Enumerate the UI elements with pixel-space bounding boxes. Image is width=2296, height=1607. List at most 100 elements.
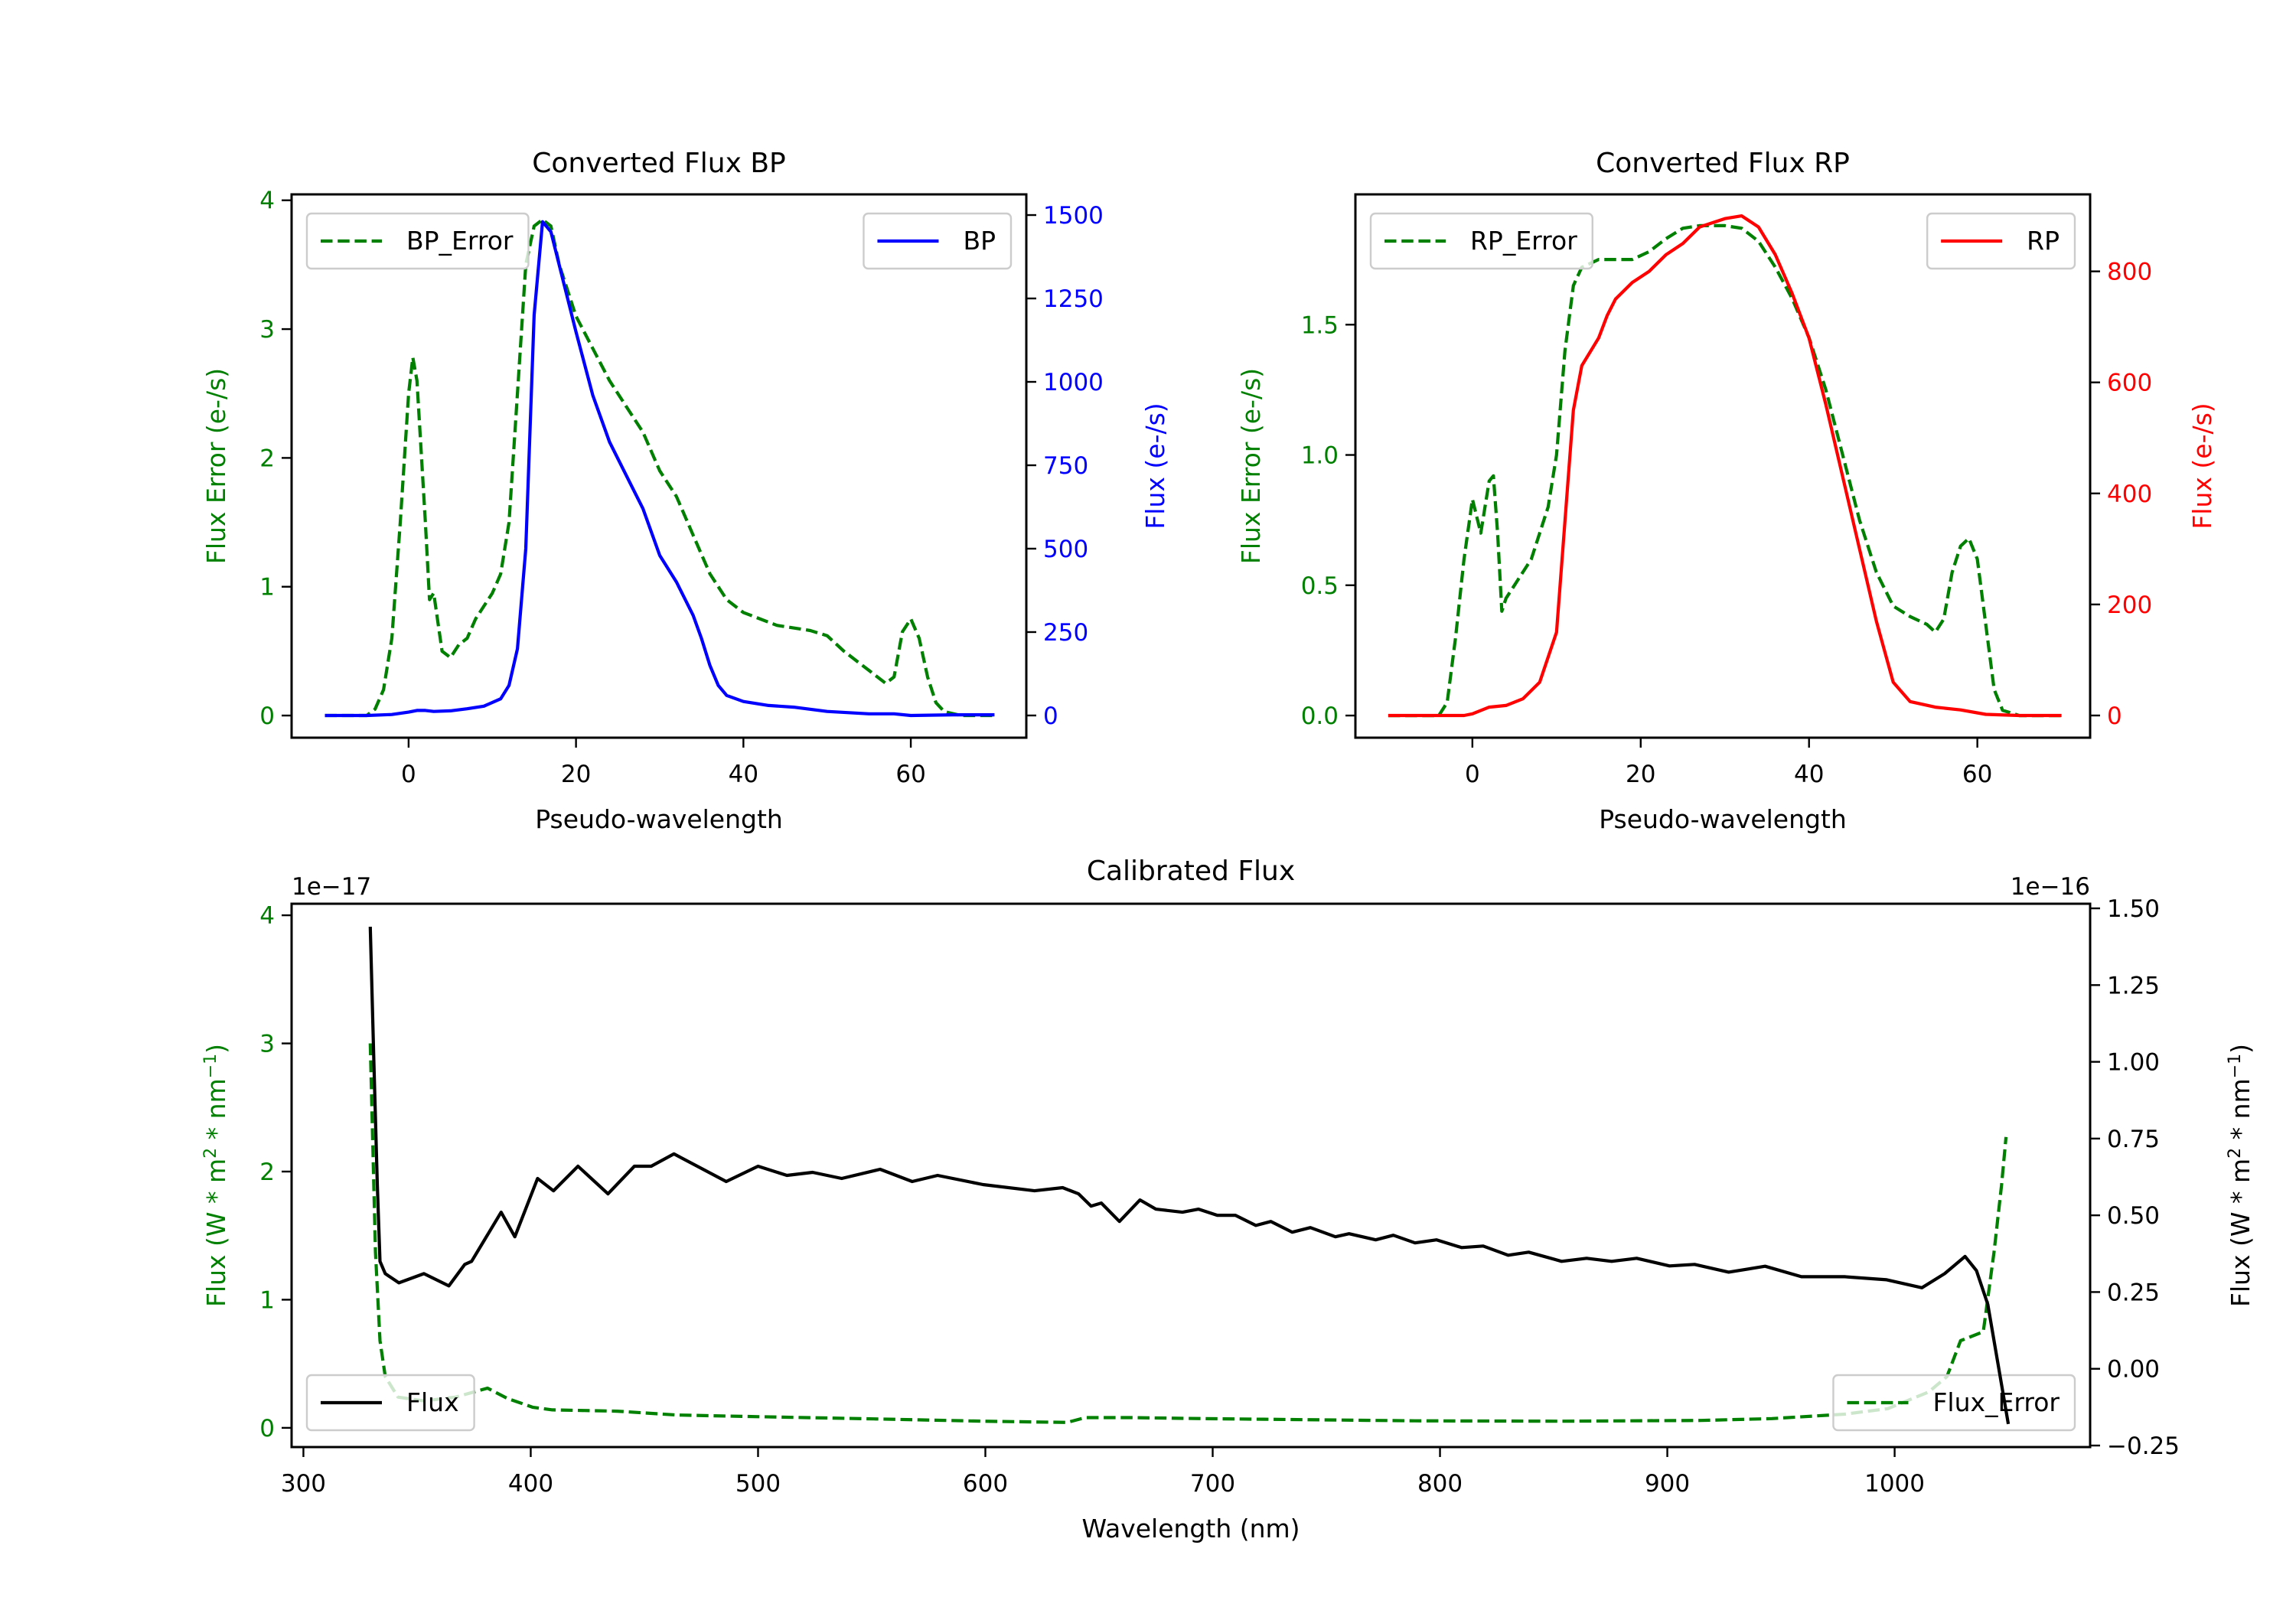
series-line-rp — [1388, 214, 2062, 718]
legend-label: RP — [2027, 226, 2060, 256]
label-part: ) — [201, 1044, 231, 1054]
superscript: 2 — [201, 1148, 220, 1159]
legend-label: Flux — [406, 1387, 459, 1417]
legend-box — [305, 1374, 475, 1432]
x-tick-label: 40 — [729, 761, 758, 788]
right-y-axis-label: Flux (e-/s) — [2187, 403, 2217, 529]
right-y-tick-label: 1.00 — [2107, 1049, 2160, 1077]
right-y-tick-label: 1000 — [1043, 369, 1104, 396]
right-y-tick-label: 1250 — [1043, 285, 1104, 313]
left-y-axis-label: Flux (W * m2 * nm−1) — [201, 1044, 231, 1307]
left-y-tick-label: 0.5 — [1301, 572, 1339, 600]
right-y-tick-label: 800 — [2107, 259, 2152, 286]
superscript: −1 — [2226, 1054, 2245, 1078]
superscript: 2 — [2226, 1148, 2245, 1159]
right-y-tick-label: 1.25 — [2107, 972, 2160, 999]
x-axis-label: Pseudo-wavelength — [1599, 804, 1847, 834]
right-offset-text: 1e−16 — [2011, 873, 2090, 901]
right-y-tick-label: 1500 — [1043, 202, 1104, 230]
label-part: * nm — [2226, 1078, 2255, 1148]
superscript: −1 — [201, 1054, 220, 1078]
left-y-tick-label: 0.0 — [1301, 702, 1339, 730]
legend-label: RP_Error — [1470, 226, 1577, 256]
x-tick-label: 40 — [1794, 761, 1824, 788]
x-tick-label: 400 — [508, 1470, 553, 1498]
left-y-tick-label: 1 — [259, 574, 275, 601]
label-part: Flux (W * m — [2226, 1159, 2255, 1307]
right-y-tick-label: 0.25 — [2107, 1279, 2160, 1306]
subplot-2: Converted Flux RP 0 20 40 60 Pseudo-wavelengt… — [1236, 148, 2217, 834]
x-tick-label: 800 — [1417, 1470, 1463, 1498]
legend-rp: RP — [1926, 212, 2076, 270]
chart-title: Converted Flux BP — [532, 148, 785, 179]
left-y-tick-label: 1.0 — [1301, 442, 1339, 470]
series-line-rp-error — [1388, 223, 2062, 718]
right-y-tick-label: 0.75 — [2107, 1126, 2160, 1153]
x-tick-label: 900 — [1645, 1470, 1690, 1498]
left-y-tick-label: 2 — [259, 445, 275, 472]
x-tick-label: 0 — [1465, 761, 1480, 788]
x-tick-label: 20 — [561, 761, 591, 788]
legend-flux: Flux — [305, 1374, 475, 1432]
left-y-tick-label: 0 — [259, 702, 275, 730]
left-y-tick-label: 4 — [259, 902, 275, 930]
label-part: * nm — [201, 1078, 231, 1148]
right-y-tick-label: 0.00 — [2107, 1356, 2160, 1384]
x-axis-label: Wavelength (nm) — [1081, 1514, 1300, 1543]
left-y-tick-label: 1 — [259, 1286, 275, 1314]
label-part: Flux (W * m — [201, 1159, 231, 1307]
x-tick-label: 1000 — [1864, 1470, 1925, 1498]
legend-rp-error: RP_Error — [1369, 212, 1593, 270]
x-tick-label: 20 — [1626, 761, 1655, 788]
series-line-bp — [325, 220, 995, 718]
x-tick-label: 300 — [281, 1470, 326, 1498]
legend-label: BP_Error — [406, 226, 514, 256]
legend-label: BP — [963, 226, 996, 256]
x-tick-label: 500 — [735, 1470, 781, 1498]
left-y-tick-label: 3 — [259, 316, 275, 344]
right-y-tick-label: 500 — [1043, 536, 1088, 563]
right-y-axis-label: Flux (e-/s) — [1140, 403, 1170, 529]
series-line-flux — [368, 927, 2011, 1425]
legend-box — [305, 212, 530, 270]
legend-box — [1832, 1374, 2076, 1432]
x-tick-label: 60 — [1962, 761, 1992, 788]
left-y-tick-label: 3 — [259, 1031, 275, 1058]
axes-frame — [1354, 193, 2092, 739]
legend-label: Flux_Error — [1932, 1387, 2060, 1417]
left-y-axis-label: Flux Error (e-/s) — [1236, 368, 1266, 564]
legend-bp-error: BP_Error — [305, 212, 530, 270]
chart-title: Calibrated Flux — [1087, 856, 1295, 887]
right-y-tick-label: −0.25 — [2107, 1433, 2180, 1460]
right-y-tick-label: 750 — [1043, 452, 1088, 480]
right-y-tick-label: 0.50 — [2107, 1202, 2160, 1230]
left-y-tick-label: 1.5 — [1301, 311, 1339, 339]
right-y-tick-label: 250 — [1043, 619, 1088, 647]
x-tick-label: 0 — [401, 761, 416, 788]
subplot-3: Calibrated Flux 300 400 500 600 700 800 900 1000… — [201, 856, 2255, 1543]
x-tick-label: 700 — [1190, 1470, 1235, 1498]
legend-bp: BP — [863, 212, 1013, 270]
axes-frame — [290, 902, 2092, 1449]
left-y-tick-label: 0 — [259, 1415, 275, 1442]
legend-box — [1369, 212, 1593, 270]
left-y-tick-label: 2 — [259, 1159, 275, 1186]
x-tick-label: 600 — [963, 1470, 1008, 1498]
right-y-tick-label: 400 — [2107, 481, 2152, 508]
legend-flux-error: Flux_Error — [1832, 1374, 2076, 1432]
right-y-tick-label: 200 — [2107, 592, 2152, 619]
left-offset-text: 1e−17 — [292, 873, 371, 901]
right-y-tick-label: 600 — [2107, 370, 2152, 397]
right-y-axis-label: Flux (W * m2 * nm−1) — [2226, 1044, 2255, 1307]
axes-frame — [290, 193, 1028, 739]
right-y-tick-label: 1.50 — [2107, 895, 2160, 923]
subplot-1: Converted Flux BP0 20 40 60Pseudo-wavelengt… — [201, 148, 1170, 834]
chart-title: Converted Flux RP — [1596, 148, 1850, 179]
x-axis-label: Pseudo-wavelength — [535, 804, 783, 834]
left-y-tick-label: 4 — [259, 187, 275, 215]
x-tick-label: 60 — [895, 761, 925, 788]
right-y-tick-label: 0 — [1043, 702, 1058, 730]
label-part: ) — [2226, 1044, 2255, 1054]
right-y-tick-label: 0 — [2107, 702, 2122, 730]
